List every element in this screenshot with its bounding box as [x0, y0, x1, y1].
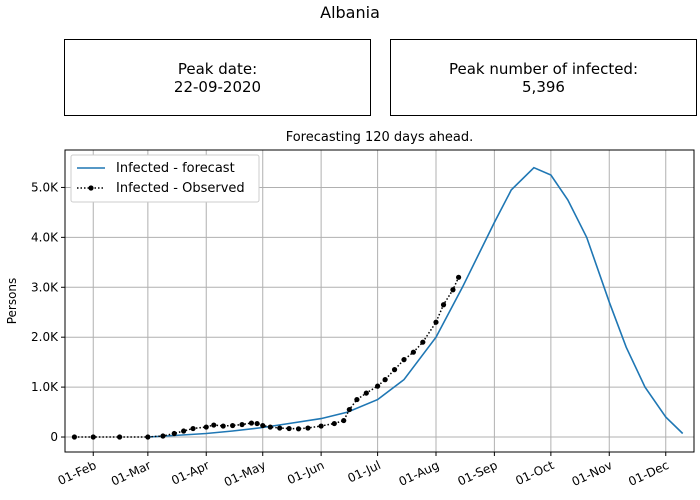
observed-point	[239, 421, 245, 428]
observed-point	[410, 349, 416, 355]
observed-point	[145, 434, 151, 440]
observed-point	[160, 433, 166, 439]
y-tick-label: 3.0K	[31, 280, 59, 294]
observed-point	[286, 425, 292, 432]
observed-point	[391, 367, 398, 373]
peak-date-box: Peak date: 22-09-2020	[64, 39, 371, 116]
observed-point	[260, 422, 266, 429]
plot-frame	[64, 149, 695, 453]
observed-point	[254, 420, 260, 427]
legend-forecast-label: Infected - forecast	[116, 161, 235, 176]
peak-number-box: Peak number of infected: 5,396	[390, 39, 697, 116]
observed-point	[346, 406, 352, 413]
legend-observed-label: Infected - Observed	[116, 181, 245, 196]
observed-point	[248, 420, 255, 426]
observed-point	[450, 287, 456, 293]
observed-point	[190, 425, 196, 432]
legend-box	[70, 154, 260, 203]
observed-point	[220, 423, 226, 429]
observed-point	[382, 377, 388, 383]
x-tick-label: 01-Jun	[285, 458, 326, 487]
observed-point	[277, 425, 283, 431]
observed-point	[318, 423, 324, 429]
observed-point	[341, 417, 347, 424]
observed-point	[295, 426, 302, 432]
peak-number-value: 5,396	[522, 77, 565, 96]
observed-point	[331, 420, 337, 427]
chart-title: Forecasting 120 days ahead.	[286, 130, 474, 145]
observed-point	[401, 357, 407, 363]
peak-number-label: Peak number of infected:	[448, 59, 639, 78]
observed-point	[363, 390, 369, 396]
x-tick-label: 01-Oct	[513, 458, 556, 488]
observed-point	[181, 428, 187, 434]
y-tick-label: 1.0K	[31, 380, 59, 394]
observed-point	[203, 424, 209, 430]
x-tick-label: 01-Jul	[345, 458, 382, 485]
observed-point	[267, 424, 273, 430]
observed-point	[305, 425, 311, 431]
peak-date-label: Peak date:	[177, 59, 258, 78]
x-tick-label: 01-Mar	[109, 458, 153, 489]
x-tick-label: 01-May	[222, 458, 268, 489]
observed-point	[71, 434, 78, 440]
observed-point	[375, 383, 381, 389]
y-axis-label: Persons	[5, 278, 19, 325]
figure-title: Albania	[320, 3, 380, 22]
legend-observed-marker	[88, 185, 94, 191]
observed-point	[440, 302, 447, 308]
observed-point	[171, 430, 177, 437]
x-tick-label: 01-Sep	[455, 458, 499, 489]
y-tick-label: 4.0K	[31, 230, 59, 244]
observed-line	[74, 276, 460, 438]
peak-date-value: 22-09-2020	[173, 77, 262, 96]
y-tick-label: 5.0K	[31, 180, 59, 194]
x-tick-label: 01-Apr	[169, 458, 211, 488]
x-tick-label: 01-Nov	[570, 458, 615, 489]
observed-point	[230, 422, 236, 429]
observed-point	[433, 319, 439, 325]
forecast-line	[147, 166, 684, 438]
x-tick-label: 01-Dec	[626, 458, 671, 489]
x-tick-label: 01-Aug	[397, 458, 442, 489]
observed-point	[211, 422, 217, 428]
observed-point	[420, 339, 426, 345]
y-tick-label: 0	[50, 430, 58, 444]
observed-point	[90, 434, 96, 440]
observed-point	[354, 396, 360, 403]
observed-point	[455, 274, 462, 280]
y-tick-label: 2.0K	[31, 330, 59, 344]
x-tick-label: 01-Feb	[56, 458, 99, 488]
observed-point	[117, 434, 123, 440]
